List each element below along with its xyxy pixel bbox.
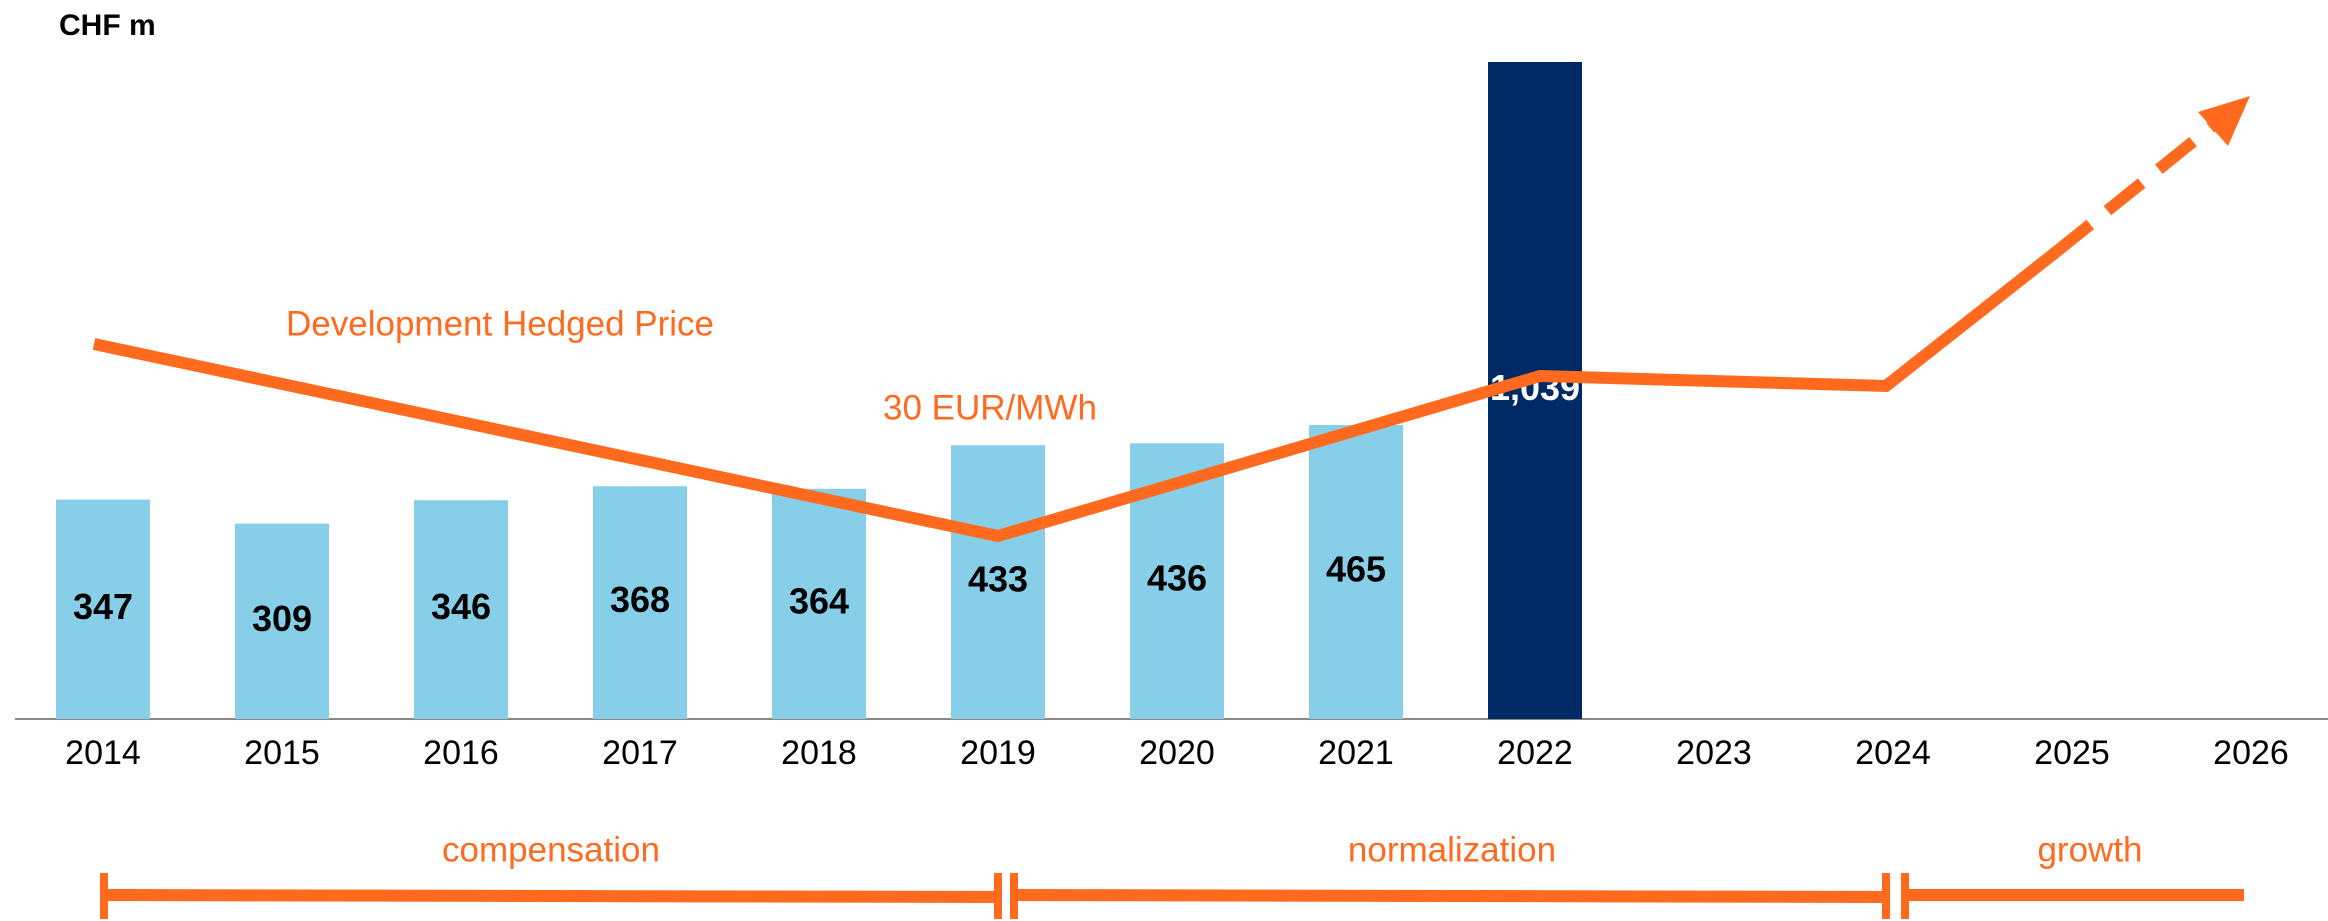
annotation: Development Hedged Price bbox=[286, 304, 714, 343]
phase-bar bbox=[1013, 889, 1887, 903]
x-tick-label: 2019 bbox=[960, 734, 1036, 772]
x-tick-label: 2017 bbox=[602, 734, 678, 772]
x-tick-label: 2024 bbox=[1855, 734, 1931, 772]
x-tick-label: 2020 bbox=[1139, 734, 1215, 772]
price-line bbox=[92, 96, 2250, 919]
phase-bar bbox=[103, 889, 999, 903]
x-tick-label: 2025 bbox=[2034, 734, 2110, 772]
x-tick-label: 2026 bbox=[2213, 734, 2289, 772]
bar bbox=[414, 500, 508, 719]
bar bbox=[951, 445, 1045, 719]
phase-label: growth bbox=[2037, 830, 2142, 869]
arrow-head bbox=[2198, 96, 2250, 146]
value-label: 436 bbox=[1147, 558, 1207, 599]
bar bbox=[235, 523, 329, 719]
value-label: 364 bbox=[789, 580, 849, 621]
x-tick-label: 2018 bbox=[781, 734, 857, 772]
phase-label: compensation bbox=[442, 830, 660, 869]
annotation: 30 EUR/MWh bbox=[883, 388, 1097, 427]
bar bbox=[56, 499, 150, 719]
price-line-dashed bbox=[2052, 119, 2219, 257]
value-label: 368 bbox=[610, 579, 670, 620]
x-tick-label: 2021 bbox=[1318, 734, 1394, 772]
bar bbox=[593, 486, 687, 719]
bar bbox=[772, 488, 866, 719]
x-tick-label: 2022 bbox=[1497, 734, 1573, 772]
x-tick-label: 2016 bbox=[423, 734, 499, 772]
x-tick-label: 2014 bbox=[65, 734, 141, 772]
bars: 2014 347 2015 309 2016 346 2017 368 2018 364 2019 4… bbox=[56, 62, 2289, 772]
bar bbox=[1309, 424, 1403, 719]
value-label: 346 bbox=[431, 586, 491, 627]
price-line-solid bbox=[92, 247, 2060, 543]
value-label: 433 bbox=[968, 559, 1028, 600]
value-label: 309 bbox=[252, 598, 312, 639]
phase-label: normalization bbox=[1348, 830, 1556, 869]
x-tick-label: 2015 bbox=[244, 734, 320, 772]
value-label: 347 bbox=[73, 586, 133, 627]
unit-label: CHF m bbox=[59, 9, 156, 42]
x-tick-label: 2023 bbox=[1676, 734, 1752, 772]
value-label: 465 bbox=[1326, 548, 1386, 589]
